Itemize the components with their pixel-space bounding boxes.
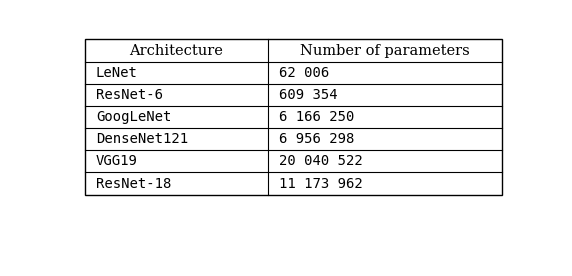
Bar — [85, 39, 502, 195]
Text: LeNet: LeNet — [96, 66, 138, 80]
Text: DenseNet121: DenseNet121 — [96, 132, 188, 146]
Text: VGG19: VGG19 — [96, 154, 138, 168]
Text: ResNet-18: ResNet-18 — [96, 177, 171, 190]
Text: 6 956 298: 6 956 298 — [279, 132, 355, 146]
Text: 11 173 962: 11 173 962 — [279, 177, 363, 190]
Text: 6 166 250: 6 166 250 — [279, 110, 355, 124]
Text: ResNet-6: ResNet-6 — [96, 88, 163, 102]
Text: Number of parameters: Number of parameters — [300, 44, 470, 58]
Text: 20 040 522: 20 040 522 — [279, 154, 363, 168]
Text: GoogLeNet: GoogLeNet — [96, 110, 171, 124]
Text: 62 006: 62 006 — [279, 66, 329, 80]
Text: 609 354: 609 354 — [279, 88, 338, 102]
Text: Architecture: Architecture — [129, 44, 224, 58]
